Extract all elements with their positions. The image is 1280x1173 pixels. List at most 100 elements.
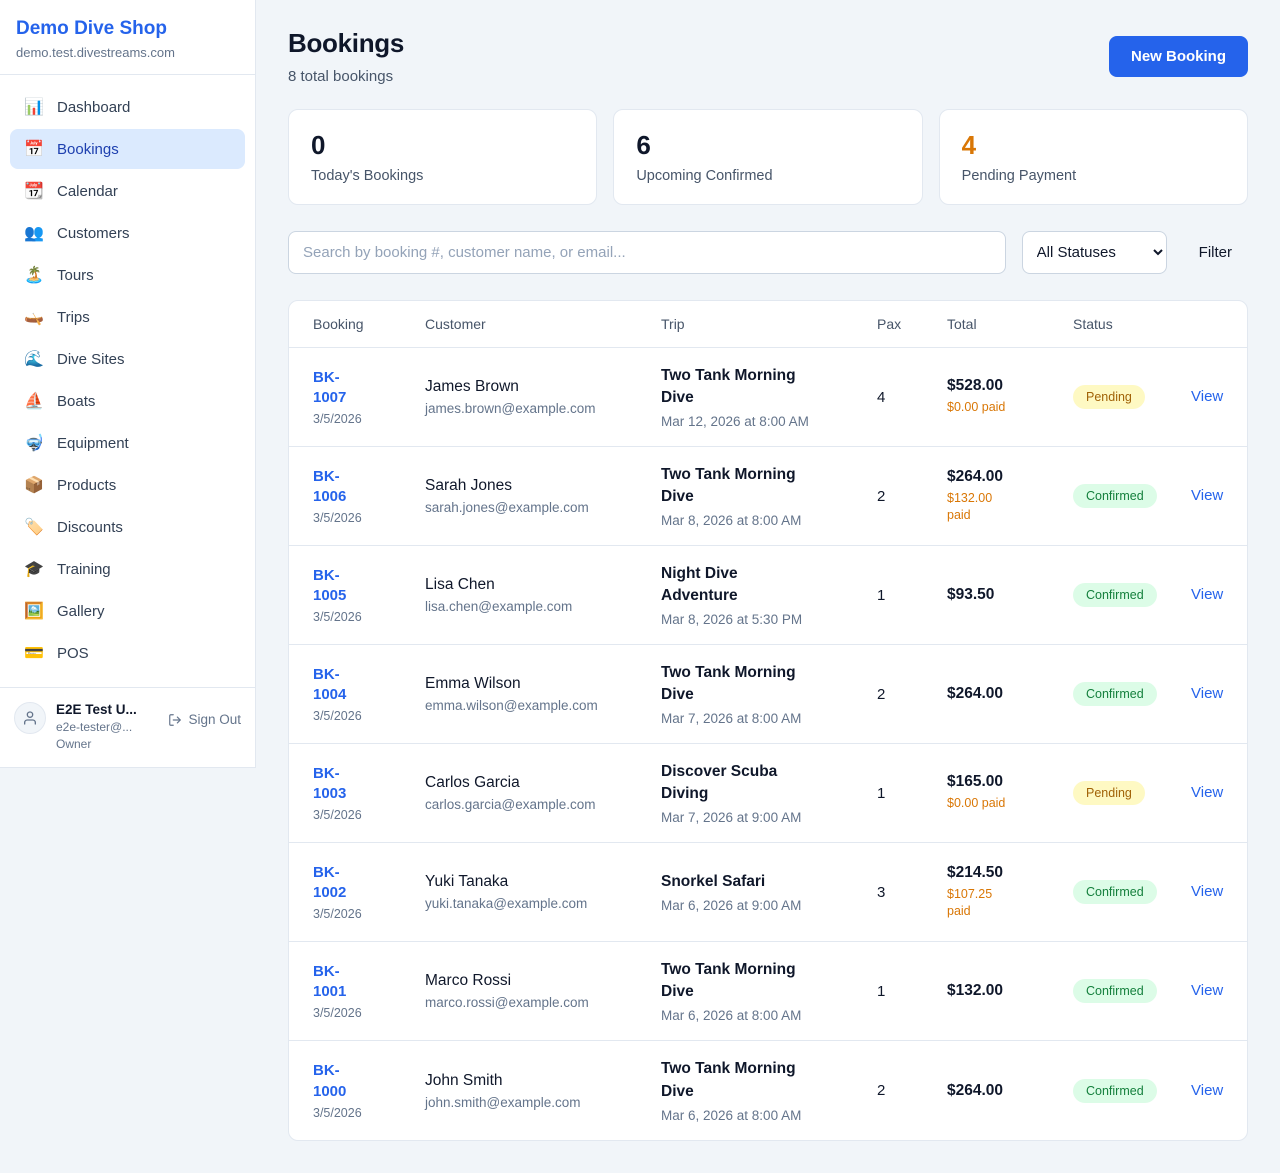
booking-id-link[interactable]: BK-1007 (313, 368, 347, 406)
customer-email: emma.wilson@example.com (425, 698, 598, 713)
trip-datetime: Mar 6, 2026 at 8:00 AM (661, 1107, 802, 1123)
avatar (14, 702, 46, 734)
sidebar-item-gallery[interactable]: 🖼️ Gallery (10, 591, 245, 631)
status-cell: Confirmed (1073, 682, 1191, 706)
sidebar-item-discounts[interactable]: 🏷️ Discounts (10, 507, 245, 547)
status-filter-select[interactable]: All Statuses (1021, 231, 1167, 274)
view-link[interactable]: View (1191, 487, 1224, 504)
sidebar-item-training[interactable]: 🎓 Training (10, 549, 245, 589)
sidebar-item-dashboard[interactable]: 📊 Dashboard (10, 87, 245, 127)
trip-datetime: Mar 6, 2026 at 9:00 AM (661, 898, 802, 914)
booking-id-link[interactable]: BK-1000 (313, 1062, 347, 1100)
booking-id-link[interactable]: BK-1001 (313, 962, 347, 1000)
total-cell: $165.00 $0.00 paid (947, 773, 1073, 813)
trip-name: Snorkel Safari (661, 872, 766, 890)
trip-cell: Night Dive Adventure Mar 8, 2026 at 5:30… (661, 563, 877, 628)
sidebar-item-label: Calendar (57, 182, 118, 200)
view-link[interactable]: View (1191, 586, 1224, 603)
view-link[interactable]: View (1191, 685, 1224, 702)
booking-date: 3/5/2026 (313, 907, 362, 922)
trip-datetime: Mar 8, 2026 at 5:30 PM (661, 612, 803, 628)
view-cell: View (1191, 586, 1223, 604)
sidebar-item-trips[interactable]: 🛶 Trips (10, 297, 245, 337)
tours-icon: 🏝️ (24, 267, 44, 284)
table-row: BK-1000 3/5/2026 John Smith john.smith@e… (289, 1041, 1247, 1140)
sidebar-item-calendar[interactable]: 📆 Calendar (10, 171, 245, 211)
customer-name: Yuki Tanaka (425, 873, 509, 890)
customer-email: lisa.chen@example.com (425, 599, 573, 614)
sidebar-item-label: Training (57, 560, 111, 578)
paid-amount: $132.00 paid (947, 490, 993, 523)
total-amount: $132.00 (947, 982, 1004, 999)
customer-cell: Marco Rossi marco.rossi@example.com (425, 972, 661, 1010)
pax-count: 1 (877, 784, 886, 802)
col-header-trip: Trip (661, 316, 685, 332)
view-cell: View (1191, 685, 1223, 703)
table-row: BK-1007 3/5/2026 James Brown james.brown… (289, 348, 1247, 447)
status-badge: Confirmed (1073, 1078, 1157, 1103)
sidebar-item-dive-sites[interactable]: 🌊 Dive Sites (10, 339, 245, 379)
status-cell: Pending (1073, 385, 1191, 409)
sidebar-item-bookings[interactable]: 📅 Bookings (10, 129, 245, 169)
booking-cell: BK-1003 3/5/2026 (313, 764, 425, 823)
col-header-customer: Customer (425, 316, 486, 332)
booking-id-link[interactable]: BK-1003 (313, 764, 347, 802)
table-row: BK-1001 3/5/2026 Marco Rossi marco.rossi… (289, 942, 1247, 1041)
customer-cell: Sarah Jones sarah.jones@example.com (425, 477, 661, 515)
status-cell: Confirmed (1073, 979, 1191, 1003)
sidebar-item-customers[interactable]: 👥 Customers (10, 213, 245, 253)
trip-name: Two Tank Morning Dive (661, 465, 796, 505)
booking-id-link[interactable]: BK-1005 (313, 566, 347, 604)
status-cell: Pending (1073, 781, 1191, 805)
equipment-icon: 🤿 (24, 435, 44, 452)
view-link[interactable]: View (1191, 1081, 1224, 1099)
total-amount: $264.00 (947, 685, 1004, 702)
sidebar-item-equipment[interactable]: 🤿 Equipment (10, 423, 245, 463)
booking-id-link[interactable]: BK-1004 (313, 665, 347, 703)
sign-out-button[interactable]: Sign Out (168, 712, 241, 727)
booking-date: 3/5/2026 (313, 1006, 362, 1021)
view-link[interactable]: View (1191, 982, 1224, 999)
booking-cell: BK-1006 3/5/2026 (313, 467, 425, 526)
table-row: BK-1002 3/5/2026 Yuki Tanaka yuki.tanaka… (289, 843, 1247, 942)
view-link[interactable]: View (1191, 784, 1224, 801)
pax-count: 1 (877, 982, 886, 1000)
booking-date: 3/5/2026 (313, 1105, 362, 1120)
trips-icon: 🛶 (24, 309, 44, 326)
filter-button[interactable]: Filter (1183, 236, 1248, 269)
view-link[interactable]: View (1191, 388, 1224, 405)
search-input[interactable] (288, 231, 1006, 274)
total-cell: $264.00 (947, 685, 1073, 703)
booking-cell: BK-1000 3/5/2026 (313, 1061, 425, 1120)
boats-icon: ⛵ (24, 393, 44, 410)
new-booking-button[interactable]: New Booking (1108, 36, 1248, 77)
sign-out-icon (169, 713, 182, 726)
trip-name: Two Tank Morning Dive (661, 366, 796, 406)
user-email: e2e-tester@... (56, 720, 133, 734)
customer-cell: Yuki Tanaka yuki.tanaka@example.com (425, 873, 661, 911)
sidebar-item-pos[interactable]: 💳 POS (10, 633, 245, 673)
shop-domain: demo.test.divestreams.com (16, 45, 175, 60)
calendar-icon: 📆 (24, 183, 44, 200)
total-cell: $528.00 $0.00 paid (947, 377, 1073, 417)
customer-name: Emma Wilson (425, 675, 521, 692)
user-section: E2E Test U... e2e-tester@... Owner Sign … (0, 687, 255, 767)
sidebar-item-boats[interactable]: ⛵ Boats (10, 381, 245, 421)
total-cell: $132.00 (947, 982, 1073, 1000)
booking-id-link[interactable]: BK-1006 (313, 467, 347, 505)
pax-count: 1 (877, 586, 886, 604)
trip-cell: Two Tank Morning Dive Mar 12, 2026 at 8:… (661, 365, 877, 430)
sidebar-item-products[interactable]: 📦 Products (10, 465, 245, 505)
view-cell: View (1191, 982, 1223, 1000)
view-link[interactable]: View (1191, 883, 1224, 900)
status-cell: Confirmed (1073, 583, 1191, 607)
total-amount: $165.00 (947, 773, 1004, 791)
bookings-table: Booking Customer Trip Pax Total Status B… (288, 300, 1248, 1141)
sidebar-item-tours[interactable]: 🏝️ Tours (10, 255, 245, 295)
view-cell: View (1191, 784, 1223, 802)
total-amount: $264.00 (947, 1081, 1004, 1099)
total-cell: $264.00 $132.00 paid (947, 468, 1073, 525)
view-cell: View (1191, 1082, 1223, 1100)
booking-id-link[interactable]: BK-1002 (313, 863, 347, 901)
